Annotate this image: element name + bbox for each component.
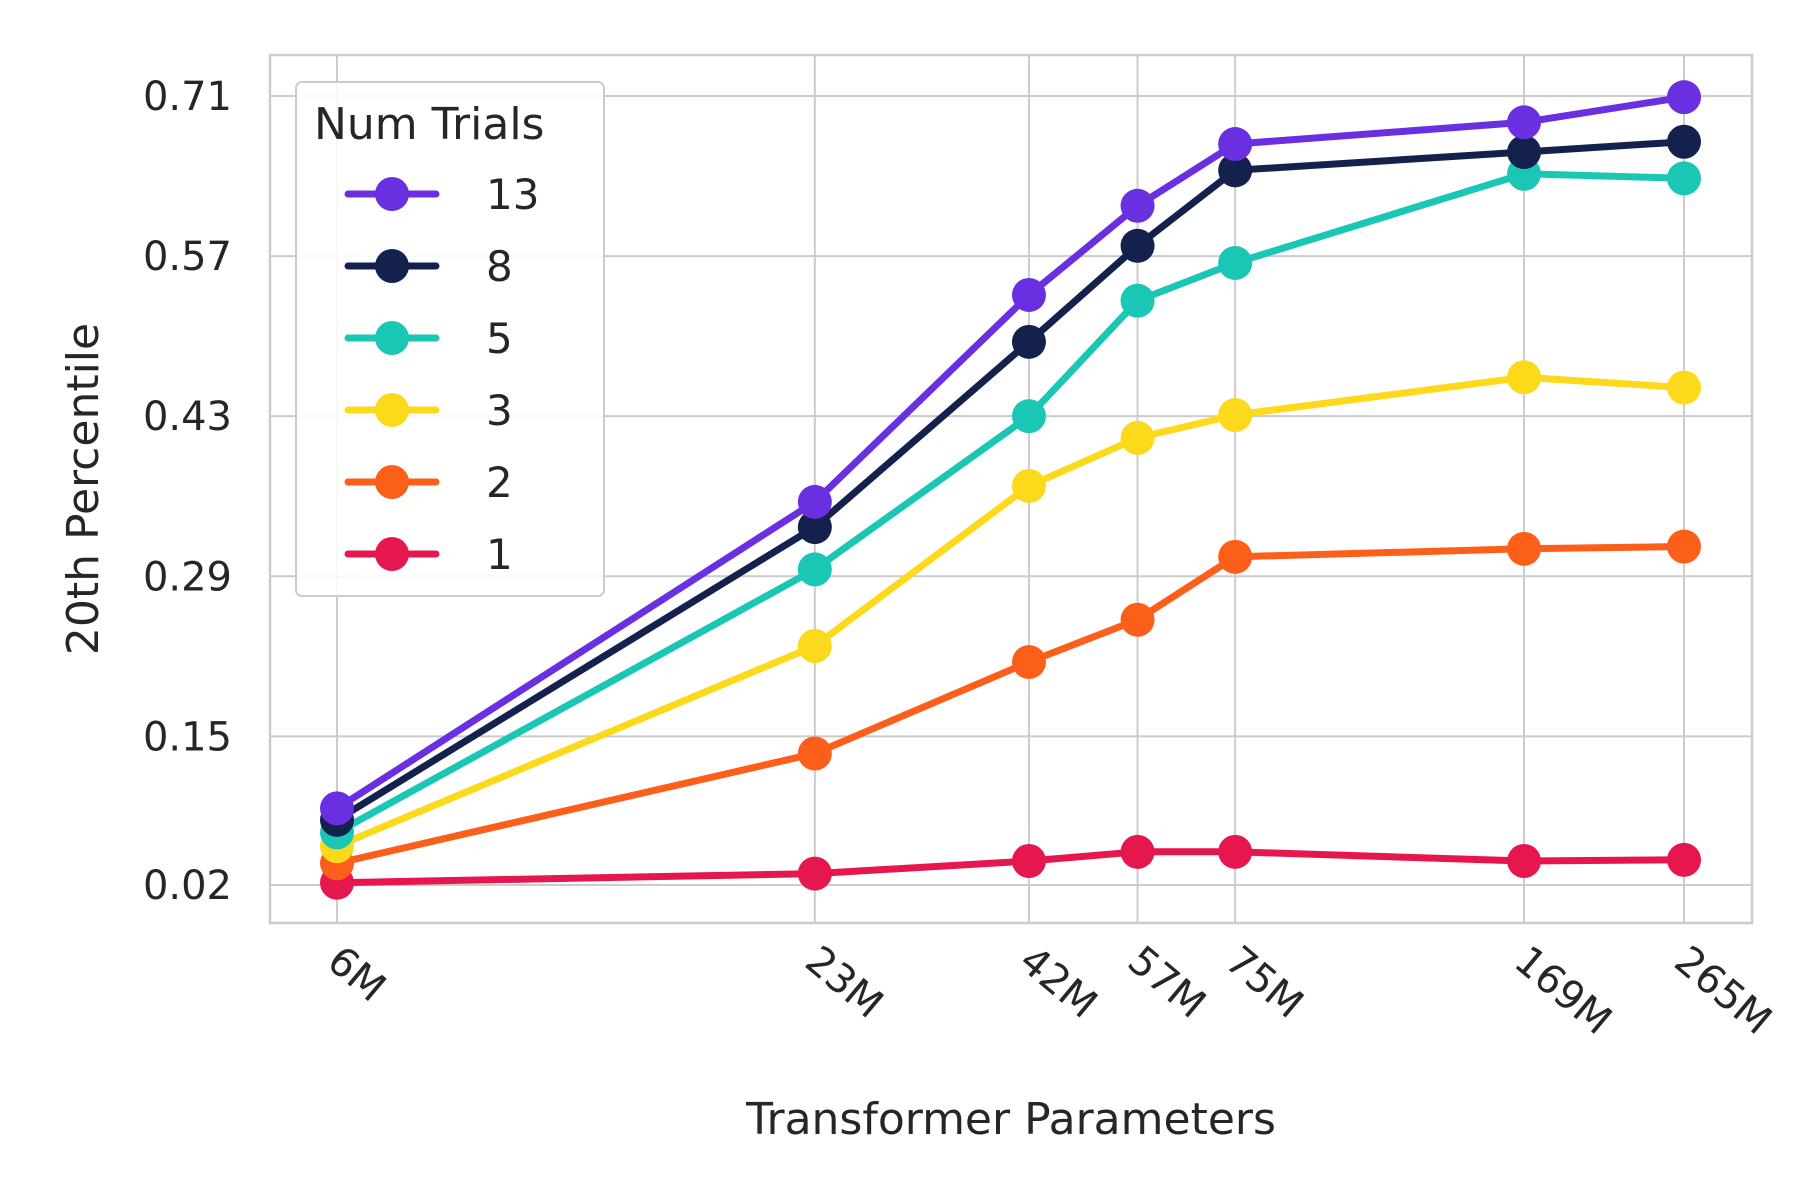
legend-label: 5	[486, 314, 513, 363]
legend-label: 1	[486, 530, 513, 579]
legend-box	[295, 81, 605, 597]
y-tick-label: 0.02	[143, 863, 232, 909]
legend-entry-8: 8	[344, 242, 513, 291]
x-axis-title: Transformer Parameters	[745, 1094, 1276, 1145]
legend-entry-13: 13	[344, 170, 539, 219]
legend-label: 3	[486, 386, 513, 435]
legend-marker	[375, 537, 409, 571]
legend-marker	[375, 249, 409, 283]
data-point	[1667, 161, 1701, 196]
data-point	[1507, 843, 1542, 878]
data-point	[1667, 842, 1701, 877]
data-point	[1120, 283, 1155, 318]
legend-entry-2: 2	[344, 458, 513, 507]
legend-title: Num Trials	[314, 99, 544, 150]
y-tick-label: 0.15	[143, 714, 232, 760]
data-point	[797, 856, 832, 891]
data-point	[1507, 531, 1542, 566]
data-point	[1667, 124, 1701, 159]
data-point	[1218, 539, 1253, 574]
y-tick-label: 0.43	[143, 394, 232, 440]
series-1	[320, 834, 1701, 900]
data-point	[1507, 135, 1542, 170]
y-tick-label: 0.29	[143, 554, 232, 600]
data-point	[1120, 602, 1155, 637]
legend-label: 2	[486, 458, 513, 507]
series-3	[320, 360, 1701, 864]
data-point	[797, 484, 832, 519]
data-point	[1218, 153, 1253, 188]
data-point	[1120, 834, 1155, 869]
legend-marker	[375, 321, 409, 355]
legend: Num Trials 13 8 5 3 2 1	[295, 81, 605, 597]
data-point	[1667, 529, 1701, 564]
legend-label: 8	[486, 242, 513, 291]
data-point	[1011, 277, 1046, 312]
data-point	[1120, 188, 1155, 223]
data-point	[1011, 843, 1046, 878]
data-point	[1667, 80, 1701, 115]
legend-marker	[375, 393, 409, 427]
series-5	[320, 156, 1701, 850]
y-tick-label: 0.57	[143, 234, 232, 280]
legend-label: 13	[486, 170, 539, 219]
data-point	[320, 791, 354, 826]
data-point	[797, 629, 832, 664]
data-point	[1507, 360, 1542, 395]
legend-entry-5: 5	[344, 314, 513, 363]
legend-entry-3: 3	[344, 386, 513, 435]
data-point	[1507, 105, 1542, 140]
data-point	[1120, 420, 1155, 455]
data-point	[797, 736, 832, 771]
data-point	[1218, 398, 1253, 433]
data-point	[1218, 834, 1253, 869]
data-point	[1011, 468, 1046, 503]
data-point	[797, 510, 832, 545]
series-8	[320, 124, 1701, 837]
legend-marker	[375, 177, 409, 211]
series-13	[320, 80, 1701, 826]
series-2	[320, 529, 1701, 881]
series-layer	[320, 80, 1701, 900]
y-axis-title: 20th Percentile	[58, 323, 109, 655]
plot-frame	[268, 53, 1754, 925]
data-point	[1011, 324, 1046, 359]
data-point	[1011, 399, 1046, 434]
data-point	[1667, 370, 1701, 405]
legend-entries: 13 8 5 3 2 1	[344, 170, 539, 579]
data-point	[1120, 228, 1155, 263]
y-tick-label: 0.71	[143, 74, 232, 120]
legend-marker	[375, 465, 409, 499]
data-point	[797, 552, 832, 587]
data-point	[1218, 245, 1253, 280]
legend-entry-1: 1	[344, 530, 513, 579]
data-point	[1218, 127, 1253, 162]
data-point	[1011, 645, 1046, 680]
